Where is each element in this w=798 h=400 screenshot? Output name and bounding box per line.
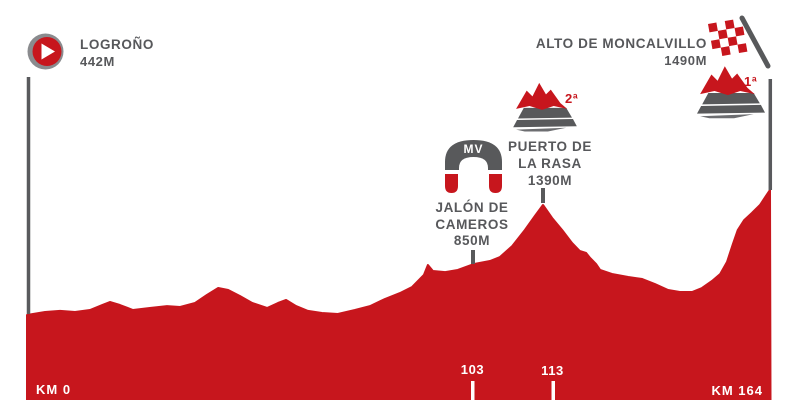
jalon-pointer-tick [471,250,475,264]
mv-arch-label: MV [464,142,484,156]
sprint-name-line1: JALÓN DE [435,200,509,215]
flag-pole [739,15,771,69]
start-name: LOGROÑO [80,37,154,52]
finish-name: ALTO DE MONCALVILLO [535,36,707,51]
mv-arch-icon: MV [445,140,502,193]
climb-category-badge: 2ª [565,91,579,106]
start-icon [27,33,64,70]
finish-flag-icon [708,19,748,57]
start-elevation: 442M [80,54,115,69]
climb-elevation: 1390M [527,173,573,188]
km-tick-label-113: 113 [541,363,564,378]
sprint-name-line2: CAMEROS [435,217,509,232]
finish-category-badge: 1ª [744,74,758,89]
km-tick-103 [471,381,475,400]
rasa-pointer-tick [541,188,545,203]
elevation-area [26,189,772,400]
km-start-label: KM 0 [36,382,72,397]
sprint-elevation: 850M [453,233,491,248]
km-tick-label-103: 103 [460,362,485,377]
finish-elevation: 1490M [664,53,707,68]
climb-name-line1: PUERTO DE [508,139,592,154]
km-tick-113 [551,381,555,400]
km-end-label: KM 164 [711,383,763,398]
climb-name-line2: LA RASA [518,156,582,171]
